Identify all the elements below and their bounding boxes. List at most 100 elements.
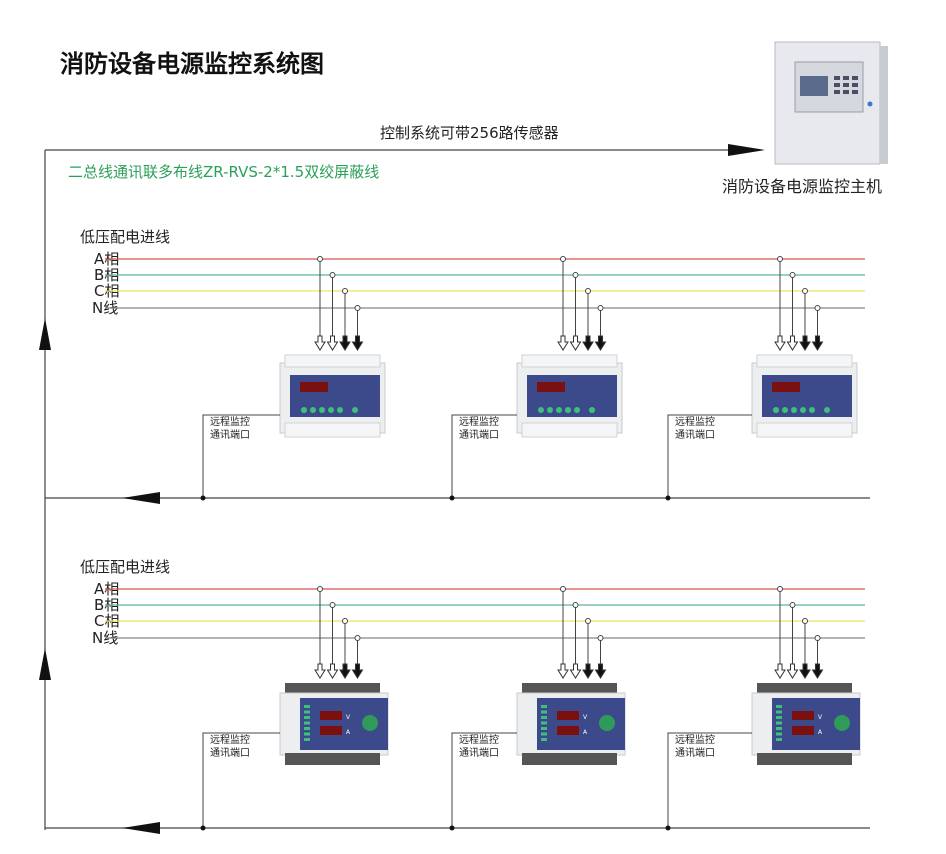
comm-wire <box>202 732 280 828</box>
section-label: 低压配电进线 <box>80 228 170 246</box>
module-led <box>776 716 782 719</box>
arrow-down-icon <box>774 663 786 679</box>
voltage-unit: V <box>346 714 351 721</box>
module-button <box>800 407 806 413</box>
module-button <box>824 407 830 413</box>
host-button <box>852 90 858 94</box>
module-led <box>776 738 782 741</box>
tap-node <box>814 635 821 641</box>
module-button <box>337 407 343 413</box>
module-bottom-terminals <box>757 753 852 765</box>
module-display <box>772 382 800 392</box>
tap-node <box>789 272 796 278</box>
bus-note: 二总线通讯联多布线ZR-RVS-2*1.5双绞屏蔽线 <box>68 163 379 181</box>
module-button <box>352 407 358 413</box>
module-top-terminals <box>521 354 618 368</box>
comm-wire <box>451 414 517 498</box>
tap-node <box>329 272 336 278</box>
module-bottom-terminals <box>756 422 853 438</box>
module-top-terminals <box>284 354 381 368</box>
module-led <box>776 710 782 714</box>
host-side <box>880 46 888 164</box>
arrow-down-icon <box>557 663 569 679</box>
host-button <box>843 83 849 87</box>
module-button <box>556 407 562 413</box>
comm-port-label: 远程监控 <box>459 733 499 746</box>
module-button <box>791 407 797 413</box>
arrow-down-icon <box>351 335 364 351</box>
module-button <box>301 407 307 413</box>
arrow-down-icon <box>569 335 582 351</box>
module-button <box>574 407 580 413</box>
comm-wire <box>667 732 752 828</box>
current-unit: A <box>818 729 823 736</box>
comm-port-label: 远程监控 <box>210 733 250 746</box>
module-bottom-terminals <box>284 422 381 438</box>
tap-node <box>585 618 591 624</box>
arrow-up-icon <box>39 648 51 680</box>
module-bottom-terminals <box>285 753 380 765</box>
tap-node <box>777 256 783 262</box>
module-led <box>304 721 310 725</box>
comm-wire <box>202 414 280 498</box>
tap-node <box>597 305 604 311</box>
tap-node <box>789 602 796 608</box>
comm-port-label: 通讯端口 <box>210 428 250 441</box>
arrow-down-icon <box>582 663 594 679</box>
current-unit: A <box>583 729 588 736</box>
comm-port-label: 通讯端口 <box>210 746 250 759</box>
module-led <box>776 732 782 736</box>
comm-port-label: 远程监控 <box>675 733 715 746</box>
host-controller <box>774 41 888 165</box>
arrow-up-icon <box>39 318 51 350</box>
module-button <box>547 407 553 413</box>
section-label: 低压配电进线 <box>80 558 170 576</box>
module-button <box>782 407 788 413</box>
voltage-unit: V <box>818 714 823 721</box>
arrow-down-icon <box>594 335 607 351</box>
arrow-down-icon <box>786 335 799 351</box>
module-button <box>310 407 316 413</box>
module-led <box>541 738 547 741</box>
bus-junction <box>200 825 206 831</box>
comm-port-label: 通讯端口 <box>675 746 715 759</box>
comm-port-label: 通讯端口 <box>459 746 499 759</box>
arrow-down-icon <box>314 335 326 351</box>
host-lock <box>867 101 873 107</box>
arrow-down-icon <box>339 335 351 351</box>
arrow-down-icon <box>314 663 326 679</box>
host-button <box>852 76 858 80</box>
tap-node <box>572 272 579 278</box>
module-display <box>300 382 328 392</box>
module-button <box>565 407 571 413</box>
sensor-module <box>279 354 386 438</box>
comm-wire <box>451 732 517 828</box>
sensor-module: VA <box>279 683 389 765</box>
bus-junction <box>200 495 206 501</box>
module-led <box>304 732 310 736</box>
host-button <box>834 76 840 80</box>
arrow-down-icon <box>811 663 824 679</box>
tap-node <box>777 586 783 592</box>
tap-node <box>354 305 361 311</box>
tap-node <box>585 288 591 294</box>
arrow-left-icon <box>122 492 160 504</box>
arrow-down-icon <box>786 663 799 679</box>
module-led <box>304 738 310 741</box>
host-button <box>843 90 849 94</box>
sensor-module: VA <box>516 683 626 765</box>
module-led <box>541 732 547 736</box>
module-button <box>809 407 815 413</box>
sensor-module: VA <box>751 683 861 765</box>
tap-node <box>329 602 336 608</box>
module-button <box>589 407 595 413</box>
module-led <box>776 727 782 730</box>
comm-port-label: 远程监控 <box>675 415 715 428</box>
arrow-down-icon <box>351 663 364 679</box>
module-top-terminals <box>756 354 853 368</box>
module-display <box>537 382 565 392</box>
tap-node <box>802 618 808 624</box>
tap-node <box>317 256 323 262</box>
comm-port-label: 远程监控 <box>459 415 499 428</box>
